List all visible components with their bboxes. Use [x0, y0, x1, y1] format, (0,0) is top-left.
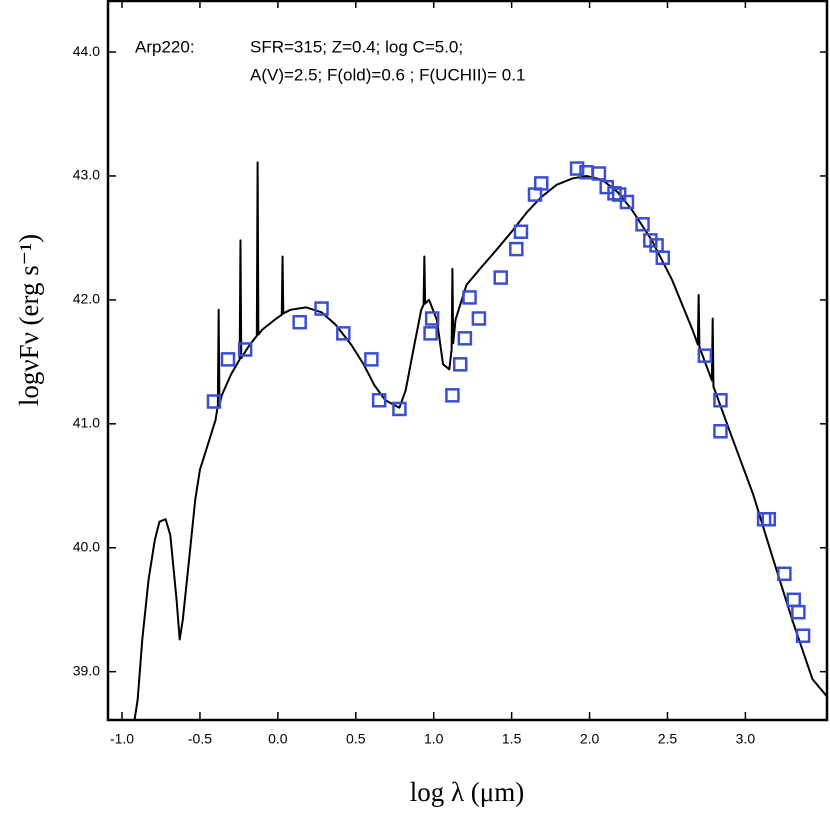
y-tick-label: 40.0	[73, 538, 100, 554]
data-point	[452, 357, 468, 372]
data-point	[292, 314, 307, 330]
data-point	[471, 311, 487, 326]
data-point	[392, 401, 407, 417]
data-point	[655, 250, 671, 266]
data-point	[713, 424, 728, 439]
y-tick-label: 41.0	[73, 415, 100, 431]
data-point	[206, 394, 222, 409]
data-point	[795, 628, 811, 643]
model-line	[133, 161, 828, 720]
data-point	[791, 604, 806, 620]
plot-area	[133, 161, 828, 720]
data-point	[423, 326, 438, 341]
x-axis-label: log λ (μm)	[410, 777, 525, 807]
data-point	[635, 217, 650, 232]
data-point	[786, 592, 801, 608]
data-point	[509, 241, 524, 257]
annotation: SFR=315; Z=0.4; log C=5.0;	[250, 37, 463, 56]
data-point	[457, 331, 473, 346]
data-point	[314, 301, 329, 316]
data-point	[777, 566, 792, 582]
data-point	[611, 187, 627, 202]
y-tick-label: 44.0	[73, 43, 100, 59]
data-point	[591, 166, 607, 181]
x-tick-label: 2.5	[658, 731, 678, 747]
x-tick-label: 0.0	[268, 731, 288, 747]
data-point	[713, 393, 728, 408]
data-point	[462, 290, 477, 305]
data-point	[371, 393, 387, 408]
data-point	[619, 194, 635, 210]
x-tick-label: -1.0	[110, 731, 134, 747]
y-tick-label: 43.0	[73, 167, 100, 183]
data-point	[513, 224, 529, 239]
x-tick-label: 0.5	[346, 731, 366, 747]
data-point	[445, 388, 460, 403]
y-axis-label: logνFν (erg s⁻¹)	[14, 234, 44, 406]
x-tick-label: 1.0	[424, 731, 444, 747]
plot-frame	[106, 0, 829, 722]
data-point	[697, 348, 713, 363]
data-point	[336, 326, 351, 341]
data-point	[220, 352, 236, 367]
data-point	[364, 352, 379, 367]
x-tick-label: 2.0	[580, 731, 600, 747]
data-point	[761, 511, 777, 527]
x-tick-label: 1.5	[502, 731, 522, 747]
y-tick-label: 42.0	[73, 291, 100, 307]
data-point	[493, 270, 508, 285]
annotation: A(V)=2.5; F(old)=0.6 ; F(UCHII)= 0.1	[250, 65, 525, 84]
data-point	[569, 161, 585, 176]
data-point	[533, 176, 549, 191]
data-point	[424, 311, 440, 326]
annotation: Arp220:	[135, 37, 195, 56]
x-tick-label: 3.0	[736, 731, 756, 747]
data-point	[237, 342, 253, 357]
x-tick-label: -0.5	[188, 731, 212, 747]
y-tick-label: 39.0	[73, 662, 100, 678]
